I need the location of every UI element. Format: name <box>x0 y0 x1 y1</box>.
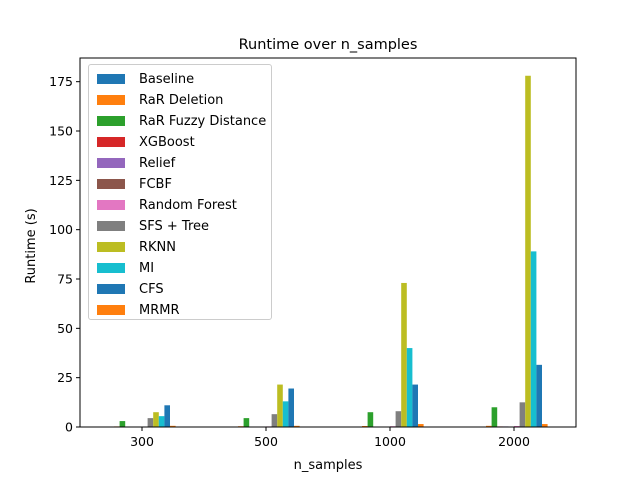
bar <box>525 76 531 427</box>
y-tick-label: 125 <box>49 173 73 188</box>
legend-label: Relief <box>139 156 175 171</box>
legend-label: RKNN <box>139 240 176 255</box>
y-tick-label: 150 <box>49 124 73 139</box>
legend: Baseline RaR Deletion RaR Fuzzy Distance XG… <box>88 64 272 320</box>
legend-label: CFS <box>139 282 164 297</box>
y-tick-label: 0 <box>65 420 73 435</box>
legend-item: RKNN <box>97 237 176 257</box>
legend-swatch <box>97 137 125 147</box>
legend-swatch <box>97 221 125 231</box>
legend-item: MRMR <box>97 300 180 320</box>
legend-label: Baseline <box>139 72 194 87</box>
y-tick-label: 25 <box>57 370 73 385</box>
legend-swatch <box>97 158 125 168</box>
bar <box>407 348 413 427</box>
bar <box>492 407 498 427</box>
legend-item: MI <box>97 258 154 278</box>
legend-label: RaR Fuzzy Distance <box>139 114 266 129</box>
legend-label: RaR Deletion <box>139 93 223 108</box>
legend-label: XGBoost <box>139 135 195 150</box>
bar <box>401 283 407 427</box>
legend-item: Random Forest <box>97 195 237 215</box>
legend-label: SFS + Tree <box>139 219 209 234</box>
legend-item: Relief <box>97 153 175 173</box>
bar <box>288 389 294 427</box>
bar <box>277 385 283 427</box>
bar <box>272 414 278 427</box>
bar <box>520 402 526 427</box>
bar <box>120 421 126 427</box>
bar <box>412 385 418 427</box>
legend-swatch <box>97 74 125 84</box>
legend-label: FCBF <box>139 177 172 192</box>
x-tick-label: 300 <box>130 434 154 449</box>
bar <box>368 412 374 427</box>
legend-item: RaR Fuzzy Distance <box>97 111 266 131</box>
legend-item: XGBoost <box>97 132 195 152</box>
y-tick-label: 100 <box>49 222 73 237</box>
y-tick-label: 50 <box>57 321 73 336</box>
bar <box>396 411 402 427</box>
legend-label: MI <box>139 261 154 276</box>
legend-label: Random Forest <box>139 198 237 213</box>
y-tick-label: 75 <box>57 272 73 287</box>
bar <box>283 401 289 427</box>
legend-swatch <box>97 284 125 294</box>
bar <box>153 412 159 427</box>
legend-swatch <box>97 116 125 126</box>
legend-item: CFS <box>97 279 164 299</box>
legend-item: RaR Deletion <box>97 90 223 110</box>
legend-swatch <box>97 242 125 252</box>
legend-label: MRMR <box>139 303 180 318</box>
x-axis-label: n_samples <box>294 458 363 473</box>
bar <box>531 251 537 427</box>
bar <box>159 416 165 427</box>
x-tick-label: 1000 <box>374 434 406 449</box>
x-tick-label: 500 <box>254 434 278 449</box>
legend-swatch <box>97 200 125 210</box>
chart-title: Runtime over n_samples <box>239 37 418 53</box>
legend-item: FCBF <box>97 174 172 194</box>
legend-swatch <box>97 95 125 105</box>
legend-swatch <box>97 179 125 189</box>
bar <box>536 365 542 427</box>
x-tick-label: 2000 <box>498 434 530 449</box>
y-axis-label: Runtime (s) <box>24 208 39 283</box>
bar <box>244 418 250 427</box>
bar <box>148 418 154 427</box>
legend-item: SFS + Tree <box>97 216 209 236</box>
y-tick-label: 175 <box>49 74 73 89</box>
legend-item: Baseline <box>97 69 194 89</box>
bar <box>164 405 170 427</box>
legend-swatch <box>97 263 125 273</box>
legend-swatch <box>97 305 125 315</box>
